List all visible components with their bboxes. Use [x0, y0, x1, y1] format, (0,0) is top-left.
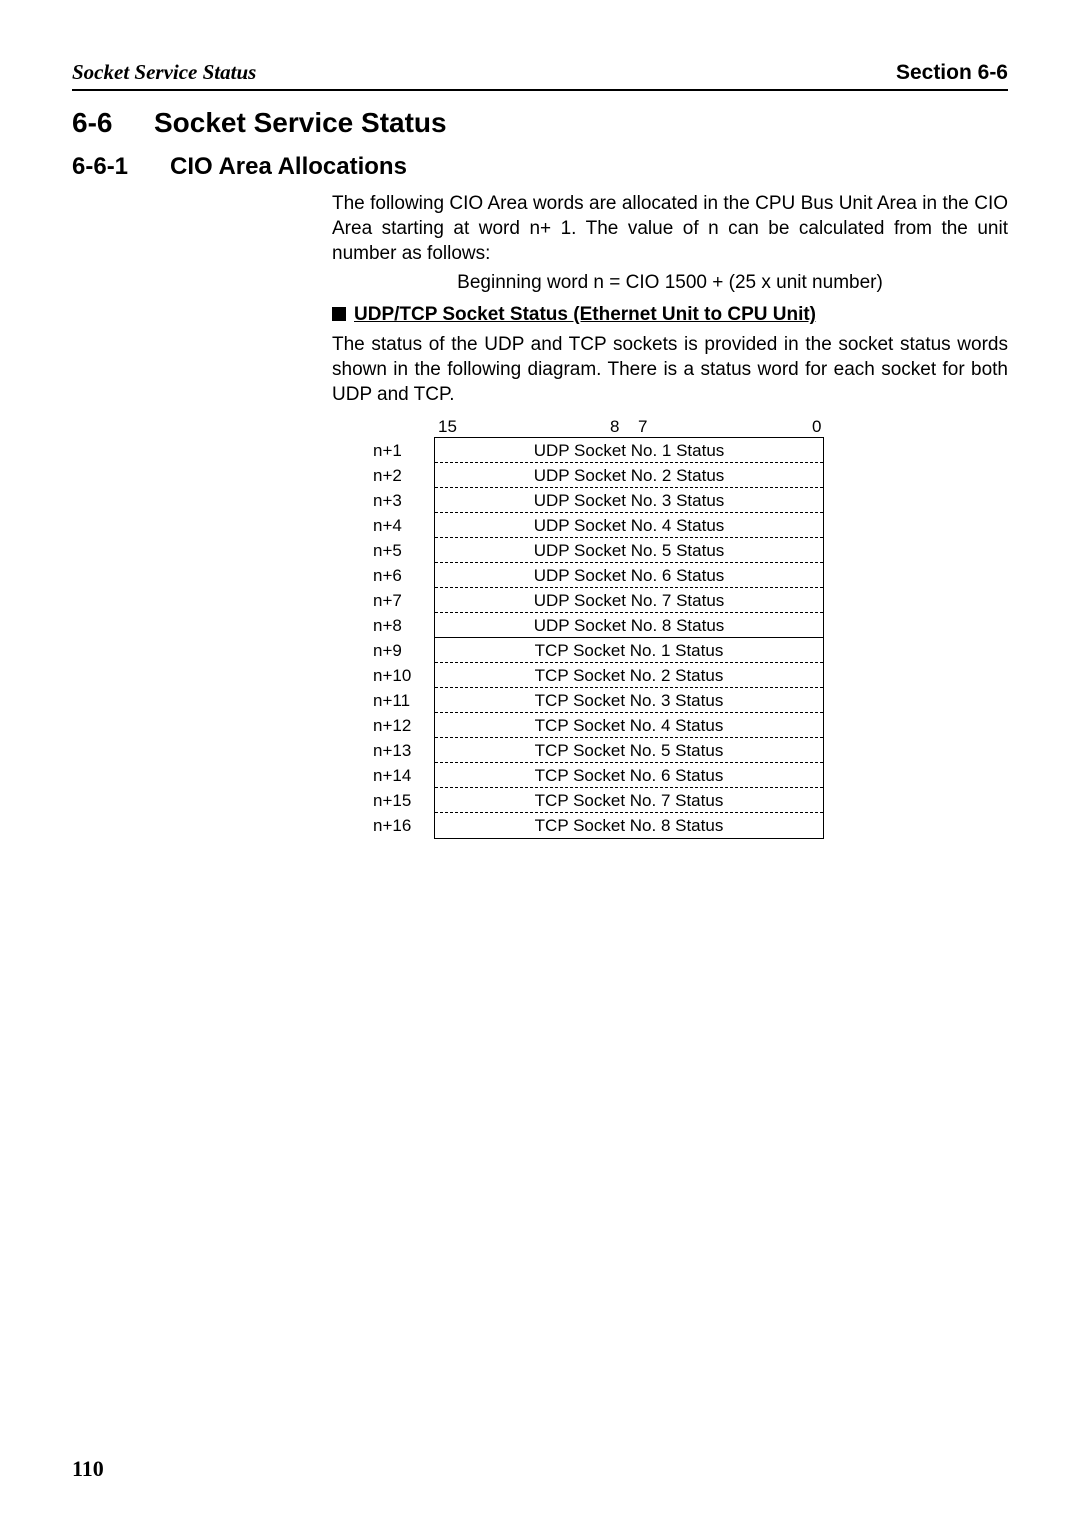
socket-row: n+10TCP Socket No. 2 Status [435, 663, 823, 688]
socket-row-text: TCP Socket No. 2 Status [535, 666, 724, 685]
subheading: UDP/TCP Socket Status (Ethernet Unit to … [332, 304, 1008, 326]
equation: Beginning word n = CIO 1500 + (25 x unit… [332, 272, 1008, 294]
socket-row: n+8UDP Socket No. 8 Status [435, 613, 823, 638]
paragraph-2: The status of the UDP and TCP sockets is… [332, 332, 1008, 407]
socket-row: n+9TCP Socket No. 1 Status [435, 638, 823, 663]
socket-row-text: UDP Socket No. 1 Status [534, 441, 725, 460]
paragraph-1: The following CIO Area words are allocat… [332, 191, 1008, 266]
heading-1-num: 6-6 [72, 107, 154, 139]
body-content: The following CIO Area words are allocat… [332, 191, 1008, 407]
heading-2: 6-6-1CIO Area Allocations [72, 153, 1008, 181]
socket-row: n+6UDP Socket No. 6 Status [435, 563, 823, 588]
socket-row: n+16TCP Socket No. 8 Status [435, 813, 823, 838]
socket-row: n+11TCP Socket No. 3 Status [435, 688, 823, 713]
header-left: Socket Service Status [72, 60, 256, 85]
socket-row: n+7UDP Socket No. 7 Status [435, 588, 823, 613]
socket-row: n+14TCP Socket No. 6 Status [435, 763, 823, 788]
socket-row-label: n+6 [373, 563, 427, 588]
socket-row-label: n+12 [373, 713, 427, 738]
socket-row-text: UDP Socket No. 6 Status [534, 566, 725, 585]
socket-row-label: n+15 [373, 788, 427, 813]
heading-1: 6-6Socket Service Status [72, 107, 1008, 139]
socket-row-text: TCP Socket No. 6 Status [535, 766, 724, 785]
socket-row: n+12TCP Socket No. 4 Status [435, 713, 823, 738]
socket-row-text: UDP Socket No. 2 Status [534, 466, 725, 485]
socket-row-label: n+8 [373, 613, 427, 638]
socket-row-label: n+5 [373, 538, 427, 563]
socket-table: n+1UDP Socket No. 1 Statusn+2UDP Socket … [434, 437, 824, 839]
socket-row: n+15TCP Socket No. 7 Status [435, 788, 823, 813]
socket-row-label: n+11 [373, 688, 427, 713]
socket-row-label: n+1 [373, 438, 427, 463]
socket-row-text: TCP Socket No. 7 Status [535, 791, 724, 810]
bit-labels: 15 8 7 0 [434, 417, 824, 437]
socket-row-text: TCP Socket No. 3 Status [535, 691, 724, 710]
header-right: Section 6-6 [896, 61, 1008, 85]
socket-row: n+2UDP Socket No. 2 Status [435, 463, 823, 488]
socket-row-text: UDP Socket No. 3 Status [534, 491, 725, 510]
socket-row-text: UDP Socket No. 8 Status [534, 616, 725, 635]
socket-row-text: TCP Socket No. 1 Status [535, 641, 724, 660]
socket-row-label: n+3 [373, 488, 427, 513]
socket-row: n+3UDP Socket No. 3 Status [435, 488, 823, 513]
socket-row-label: n+7 [373, 588, 427, 613]
heading-2-title: CIO Area Allocations [170, 153, 407, 180]
socket-row-text: UDP Socket No. 5 Status [534, 541, 725, 560]
socket-row-text: TCP Socket No. 8 Status [535, 816, 724, 835]
bit-label-0: 0 [812, 417, 821, 437]
socket-row-label: n+14 [373, 763, 427, 788]
socket-row: n+13TCP Socket No. 5 Status [435, 738, 823, 763]
socket-diagram: 15 8 7 0 n+1UDP Socket No. 1 Statusn+2UD… [332, 417, 1008, 839]
socket-row: n+1UDP Socket No. 1 Status [435, 438, 823, 463]
socket-row: n+4UDP Socket No. 4 Status [435, 513, 823, 538]
socket-row-text: UDP Socket No. 7 Status [534, 591, 725, 610]
socket-row-label: n+16 [373, 813, 427, 838]
socket-row: n+5UDP Socket No. 5 Status [435, 538, 823, 563]
socket-row-label: n+10 [373, 663, 427, 688]
page-number: 110 [72, 1456, 104, 1482]
bit-label-15: 15 [438, 417, 457, 437]
heading-1-title: Socket Service Status [154, 107, 447, 138]
socket-row-label: n+13 [373, 738, 427, 763]
socket-row-label: n+2 [373, 463, 427, 488]
socket-row-label: n+4 [373, 513, 427, 538]
bit-label-8: 8 [610, 417, 619, 437]
socket-row-label: n+9 [373, 638, 427, 663]
square-bullet-icon [332, 307, 346, 321]
subheading-text: UDP/TCP Socket Status (Ethernet Unit to … [354, 304, 816, 325]
socket-row-text: TCP Socket No. 4 Status [535, 716, 724, 735]
page-header: Socket Service Status Section 6-6 [72, 60, 1008, 91]
socket-row-text: UDP Socket No. 4 Status [534, 516, 725, 535]
bit-label-7: 7 [638, 417, 647, 437]
heading-2-num: 6-6-1 [72, 153, 170, 181]
socket-row-text: TCP Socket No. 5 Status [535, 741, 724, 760]
